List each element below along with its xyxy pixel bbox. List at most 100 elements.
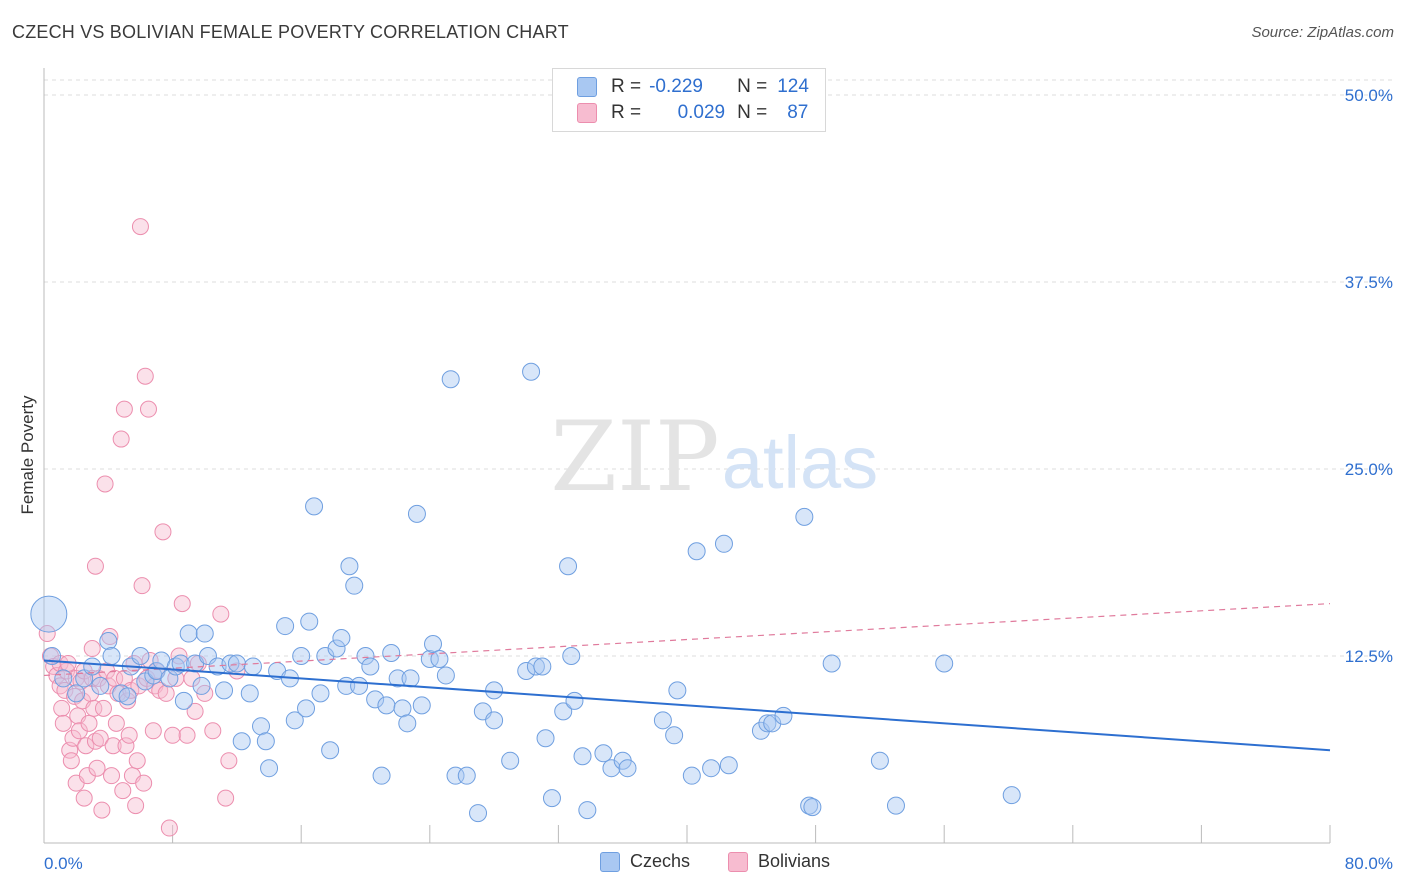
czech-point — [356, 646, 375, 665]
bolivian-point — [131, 218, 149, 236]
bolivian-point — [136, 367, 154, 385]
czech-point — [401, 669, 420, 688]
czech-point — [240, 684, 259, 703]
czech-point — [469, 804, 488, 823]
czech-point — [618, 759, 637, 778]
bolivian-point — [157, 684, 175, 702]
czech-point — [221, 654, 240, 673]
bolivian-point — [103, 767, 121, 785]
bolivian-point — [53, 699, 71, 717]
czech-n-label: N = — [737, 76, 768, 97]
czechs-swatch — [600, 851, 620, 872]
czech-trend-line — [43, 659, 1331, 752]
czech-point — [83, 657, 102, 676]
bolivian-point — [88, 759, 106, 777]
watermark-zip: ZIP — [550, 401, 719, 513]
czech-point — [522, 362, 541, 381]
czech-point — [91, 676, 110, 695]
y-tick-label: 50.0% — [1345, 86, 1393, 105]
czech-point — [192, 676, 211, 695]
czech-point — [795, 507, 814, 526]
czech-point — [350, 676, 369, 695]
czech-point — [501, 751, 520, 770]
bolivian-point — [86, 557, 104, 575]
czech-point — [436, 666, 455, 685]
czech-point — [412, 696, 431, 715]
bolivian-points — [38, 218, 246, 837]
bolivian-point — [154, 523, 172, 541]
czech-point — [407, 504, 426, 523]
czech-swatch — [577, 77, 597, 97]
x-tick-label-min: 0.0% — [44, 854, 83, 873]
y-tick-label: 25.0% — [1345, 460, 1393, 479]
bolivian-point — [186, 702, 204, 720]
bolivian-swatch — [577, 103, 597, 123]
czech-point — [243, 657, 262, 676]
bolivian-point — [96, 475, 114, 493]
czech-point — [174, 691, 193, 710]
czech-point — [668, 681, 687, 700]
czech-point — [485, 711, 504, 730]
czech-point — [297, 699, 316, 718]
bolivian-point — [119, 692, 137, 710]
czech-point — [54, 669, 73, 688]
czech-point — [332, 629, 351, 648]
grid-layer — [44, 79, 1395, 657]
czech-r-label: R = — [611, 76, 642, 97]
czech-point — [774, 706, 793, 725]
chart-title: CZECH VS BOLIVIAN FEMALE POVERTY CORRELA… — [12, 22, 569, 42]
czech-point — [562, 646, 581, 665]
czech-point — [215, 681, 234, 700]
bolivian-point — [91, 729, 109, 747]
czech-point — [886, 796, 905, 815]
bolivian-point — [160, 819, 178, 837]
czech-r-value: -0.229 — [649, 76, 703, 97]
bolivian-point — [114, 782, 132, 800]
czech-point — [372, 766, 391, 785]
czech-point — [227, 654, 246, 673]
bolivian-n-value: 87 — [787, 102, 809, 123]
czech-point — [702, 759, 721, 778]
bolivian-point — [38, 625, 56, 643]
czech-point — [382, 643, 401, 662]
czech-point — [665, 726, 684, 745]
y-tick-label: 12.5% — [1345, 647, 1393, 666]
bolivian-point — [127, 797, 145, 815]
bolivian-point — [77, 737, 95, 755]
bolivian-point — [133, 577, 151, 595]
bolivian-r-value: 0.029 — [677, 102, 726, 123]
bolivian-point — [75, 789, 93, 807]
czech-point — [179, 624, 198, 643]
czech-point — [578, 801, 597, 820]
czech-point — [67, 684, 86, 703]
bolivian-point — [164, 726, 182, 744]
czech-n-value: 124 — [777, 76, 809, 97]
bolivian-point — [212, 605, 230, 623]
czech-point — [377, 696, 396, 715]
bolivian-point — [135, 774, 153, 792]
series-legend: Czechs Bolivians — [0, 851, 1406, 877]
czech-point — [526, 657, 545, 676]
czech-point — [340, 557, 359, 576]
legend-row-bolivian: R = 0.029 N = 87 — [577, 101, 808, 125]
tick-labels: 12.5% 25.0% 37.5% 50.0% 0.0% 80.0% — [44, 86, 1393, 873]
czech-point — [393, 699, 412, 718]
czech-point — [327, 639, 346, 658]
czech-point — [305, 497, 324, 516]
bolivian-point — [170, 647, 188, 665]
legend-row-czech: R = -0.229 N = 124 — [577, 75, 809, 99]
czech-point — [321, 741, 340, 760]
bolivian-trend-line — [43, 603, 1331, 677]
zipatlas-watermark: ZIP atlas — [550, 401, 878, 513]
y-tick-label: 37.5% — [1345, 273, 1393, 292]
bolivian-point — [217, 789, 235, 807]
czech-point — [457, 766, 476, 785]
bolivian-point — [94, 699, 112, 717]
czech-point — [131, 646, 150, 665]
czech-point — [285, 711, 304, 730]
czech-point — [276, 617, 295, 636]
bolivians-swatch — [728, 851, 748, 872]
bolivian-point — [54, 714, 72, 732]
czech-point — [366, 690, 385, 709]
